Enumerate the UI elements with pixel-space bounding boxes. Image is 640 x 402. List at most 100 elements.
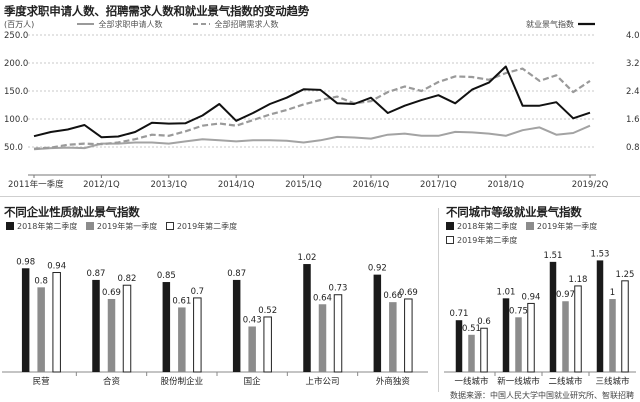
- y-right-tick-label: 4.0: [626, 31, 640, 41]
- bar: [193, 297, 202, 373]
- bar-value-label: 0.66: [383, 291, 402, 301]
- bar: [263, 316, 272, 373]
- right-legend-row2: 2019年第二季度: [446, 235, 523, 246]
- bar: [248, 326, 256, 372]
- bar-value-label: 0.98: [16, 257, 35, 267]
- bar-value-label: 1.01: [497, 287, 516, 297]
- category-label: 合资: [103, 376, 121, 387]
- vertical-divider: [438, 208, 439, 392]
- series-line-solid-gray: [33, 124, 591, 151]
- city-bar-chart: 0.71 0.510.6 一线城市 1.01 0.75 0.94 新一线城市 1.51 0.97…: [444, 249, 636, 387]
- category-label: 民营: [33, 376, 50, 387]
- top-y-left-label: (百万人): [4, 20, 35, 29]
- bar-value-label: 1.53: [591, 249, 610, 259]
- top-legend-index: 就业景气指数: [526, 19, 597, 30]
- x-tick-label: 2016/1Q: [353, 180, 390, 188]
- bar-value-label: 0.94: [47, 262, 66, 272]
- bar-value-label: 1: [610, 288, 615, 298]
- legend-white-swatch-icon: [446, 236, 454, 244]
- y-right-tick-label: 2.4: [626, 87, 640, 97]
- bar: [574, 285, 582, 373]
- source-note: 数据来源：中国人民大学中国就业研究所、智联招聘: [450, 391, 634, 400]
- mid-legend: 2018年第二季度 2019年第一季度 2019年第二季度: [6, 221, 243, 232]
- right-legend-2019q1: 2019年第一季度: [536, 222, 598, 231]
- x-tick-label: 2012/1Q: [83, 180, 120, 188]
- legend-black-swatch-icon: [446, 222, 454, 230]
- bar: [373, 274, 382, 372]
- bar-value-label: 0.51: [462, 324, 481, 334]
- x-tick-label: 2014/1Q: [218, 180, 255, 188]
- bar: [232, 279, 241, 372]
- bar: [480, 327, 488, 373]
- x-tick-label: 2019/2Q: [572, 180, 609, 188]
- bar-value-label: 0.69: [102, 288, 121, 298]
- bar: [609, 299, 616, 372]
- legend-black-swatch-icon: [6, 222, 14, 230]
- bar-value-label: 0.64: [313, 293, 332, 303]
- y-right-tick-label: 3.2: [626, 59, 640, 69]
- category-label: 股份制企业: [161, 376, 204, 387]
- top-legend-applicants: 全部求职申请人数: [76, 19, 163, 30]
- category-label: 国企: [244, 376, 262, 387]
- y-left-tick-label: 150.0: [4, 87, 28, 97]
- bar: [549, 261, 557, 372]
- legend-white-swatch-icon: [165, 222, 174, 230]
- bar: [404, 298, 413, 373]
- bar-value-label: 0.75: [509, 306, 528, 316]
- bar: [107, 298, 116, 372]
- top-legend-index-label: 就业景气指数: [526, 20, 574, 29]
- section-divider: [0, 196, 640, 197]
- bar-value-label: 1.25: [616, 270, 635, 280]
- bar-value-label: 0.87: [87, 269, 106, 279]
- y-left-tick-label: 200.0: [4, 59, 28, 69]
- bar: [502, 298, 510, 372]
- bar-value-label: 0.73: [329, 284, 348, 294]
- right-chart-title: 不同城市等级就业景气指数: [446, 205, 582, 219]
- x-tick-label: 2011年一季度: [8, 179, 64, 188]
- legend-black-line-icon: [577, 22, 595, 26]
- mid-legend-2019q1: 2019年第一季度: [96, 222, 158, 231]
- series-line-solid-black: [33, 65, 591, 139]
- top-line-chart: 50.0 0.8 100.0 1.6 150.0 2.4 200.0 3.2 250.0 4.0 2…: [4, 31, 640, 188]
- legend-solid-line-icon: [77, 23, 94, 25]
- y-left-tick-label: 100.0: [4, 115, 28, 125]
- right-legend-2018q2: 2018年第二季度: [457, 222, 518, 231]
- bar: [21, 268, 30, 372]
- y-right-tick-label: 1.6: [626, 115, 640, 125]
- bar: [52, 272, 61, 373]
- right-legend-2019q2: 2019年第二季度: [457, 236, 518, 245]
- bar: [333, 294, 343, 373]
- bar-value-label: 0.87: [227, 269, 246, 279]
- bar: [122, 284, 132, 373]
- bar: [389, 302, 397, 372]
- bar: [621, 280, 629, 373]
- mid-legend-2019q2: 2019年第二季度: [176, 222, 238, 231]
- bar: [596, 260, 604, 372]
- bar-value-label: 0.7: [191, 287, 205, 297]
- bar: [318, 304, 327, 372]
- bar-value-label: 0.97: [556, 290, 575, 300]
- category-label: 外商独资: [376, 376, 411, 387]
- category-label: 上市公司: [305, 376, 339, 387]
- mid-chart-title: 不同企业性质就业景气指数: [4, 205, 140, 219]
- bar: [455, 320, 463, 372]
- y-right-tick-label: 0.8: [626, 143, 640, 153]
- legend-gray-swatch-icon: [525, 222, 534, 230]
- bar-value-label: 1.51: [544, 251, 563, 261]
- legend-dashed-line-icon: [193, 23, 210, 25]
- top-chart-title: 季度求职申请人数、招聘需求人数和就业景气指数的变动趋势: [4, 4, 310, 18]
- enterprise-bar-chart: 0.98 0.8 0.94 民营 0.87 0.69 0.82 合资 0.85 0.610.7 股份…: [2, 253, 428, 387]
- bar-value-label: 0.94: [522, 292, 541, 302]
- series-line-dashed-gray: [33, 67, 591, 150]
- bar-value-label: 0.85: [157, 271, 176, 281]
- bar: [162, 282, 171, 372]
- legend-gray-swatch-icon: [85, 222, 94, 230]
- y-left-tick-label: 250.0: [4, 31, 28, 41]
- top-legend-demand: 全部招聘需求人数: [192, 19, 279, 30]
- x-tick-label: 2013/1Q: [150, 180, 187, 188]
- bar-value-label: 0.61: [172, 296, 191, 306]
- bar: [92, 279, 100, 372]
- bar-value-label: 0.43: [243, 315, 262, 325]
- top-legend-applicants-label: 全部求职申请人数: [98, 20, 163, 29]
- bar-value-label: 1.18: [569, 275, 588, 285]
